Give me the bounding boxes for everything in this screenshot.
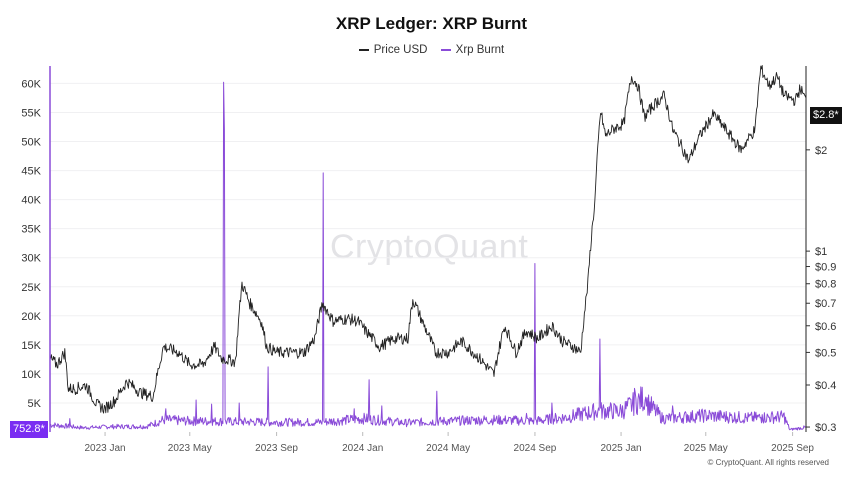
legend: Price USD Xrp Burnt (0, 42, 863, 56)
x-tick-label: 2023 May (168, 443, 212, 454)
x-tick-label: 2025 Sep (771, 443, 814, 454)
legend-item-price[interactable]: Price USD (358, 44, 428, 56)
y-axis-right: $2 $1 $0.9 $0.8 $0.7 $0.6 $0.5 $0.4 $0.3 (806, 145, 836, 434)
x-tick-label: 2025 May (684, 443, 728, 454)
y-right-tick-label: $0.3 (815, 422, 836, 434)
x-tick-label: 2024 May (426, 443, 470, 454)
y-left-tick-label: 50K (21, 137, 41, 149)
y-right-tick-label: $2 (815, 145, 827, 157)
y-right-tick-label: $0.5 (815, 347, 836, 359)
y-left-tick-label: 5K (28, 398, 42, 410)
y-left-tick-label: 15K (21, 340, 41, 352)
y-left-tick-label: 20K (21, 311, 41, 323)
y-right-tick-label: $0.9 (815, 262, 836, 274)
y-left-tick-label: 60K (21, 78, 41, 90)
copyright-text: © CryptoQuant. All rights reserved (707, 458, 830, 467)
y-left-tick-label: 35K (21, 224, 41, 236)
y-right-tick-label: $0.6 (815, 321, 836, 333)
x-tick-label: 2023 Jan (84, 443, 125, 454)
y-left-tick-label: 10K (21, 369, 41, 381)
x-tick-label: 2023 Sep (255, 443, 298, 454)
y-left-tick-label: 55K (21, 107, 41, 119)
y-left-tick-label: 25K (21, 282, 41, 294)
legend-label-price: Price USD (373, 44, 428, 56)
x-tick-label: 2024 Jan (342, 443, 383, 454)
y-right-tick-label: $0.4 (815, 380, 836, 392)
y-right-tick-label: $1 (815, 246, 827, 258)
x-tick-label: 2024 Sep (514, 443, 557, 454)
series-line-xrp-burnt (49, 81, 807, 431)
last-value-right-flag: $2.8* (810, 107, 842, 124)
y-left-tick-label: 45K (21, 166, 41, 178)
x-axis: 2023 Jan 2023 May 2023 Sep 2024 Jan 2024 May… (84, 432, 814, 454)
last-value-left-flag: 752.8* (10, 421, 48, 438)
chart-title: XRP Ledger: XRP Burnt (335, 14, 528, 33)
y-axis-left: 60K 55K 50K 45K 40K 35K 30K 25K 20K 15K 10K 5K (21, 78, 41, 410)
watermark: CryptoQuant (330, 228, 529, 266)
y-left-tick-label: 40K (21, 195, 41, 207)
y-right-tick-label: $0.7 (815, 298, 836, 310)
legend-label-burnt: Xrp Burnt (455, 44, 505, 56)
grid-lines (50, 82, 806, 404)
series-layer (49, 65, 807, 431)
legend-swatch-price (358, 49, 369, 51)
series-line-price-usd (49, 65, 807, 414)
y-right-tick-label: $0.8 (815, 279, 836, 291)
y-left-tick-label: 30K (21, 253, 41, 265)
legend-item-burnt[interactable]: Xrp Burnt (440, 44, 505, 56)
x-tick-label: 2025 Jan (600, 443, 641, 454)
legend-swatch-burnt (440, 49, 451, 51)
